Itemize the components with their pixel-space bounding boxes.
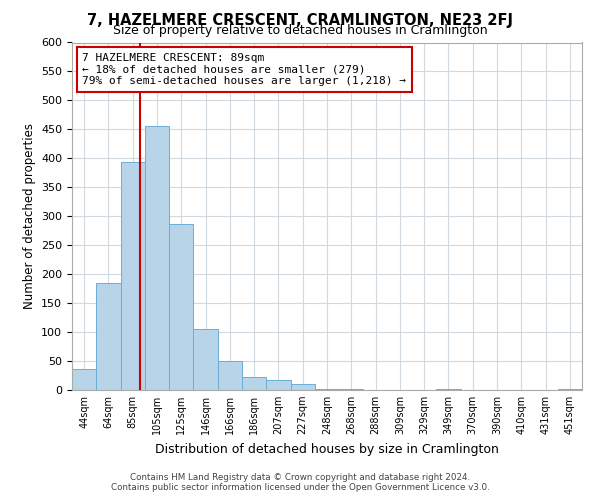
Bar: [242, 378, 266, 390]
Bar: [218, 361, 242, 390]
Text: Size of property relative to detached houses in Cramlington: Size of property relative to detached ho…: [113, 24, 487, 37]
Bar: [72, 368, 96, 390]
Text: 7 HAZELMERE CRESCENT: 89sqm
← 18% of detached houses are smaller (279)
79% of se: 7 HAZELMERE CRESCENT: 89sqm ← 18% of det…: [82, 53, 406, 86]
Bar: [315, 389, 339, 390]
Bar: [121, 162, 145, 390]
Bar: [169, 224, 193, 390]
Bar: [290, 384, 315, 390]
Text: 7, HAZELMERE CRESCENT, CRAMLINGTON, NE23 2FJ: 7, HAZELMERE CRESCENT, CRAMLINGTON, NE23…: [87, 12, 513, 28]
Text: Contains HM Land Registry data © Crown copyright and database right 2024.
Contai: Contains HM Land Registry data © Crown c…: [110, 473, 490, 492]
X-axis label: Distribution of detached houses by size in Cramlington: Distribution of detached houses by size …: [155, 442, 499, 456]
Y-axis label: Number of detached properties: Number of detached properties: [23, 123, 35, 309]
Bar: [96, 283, 121, 390]
Bar: [145, 126, 169, 390]
Bar: [266, 380, 290, 390]
Bar: [193, 329, 218, 390]
